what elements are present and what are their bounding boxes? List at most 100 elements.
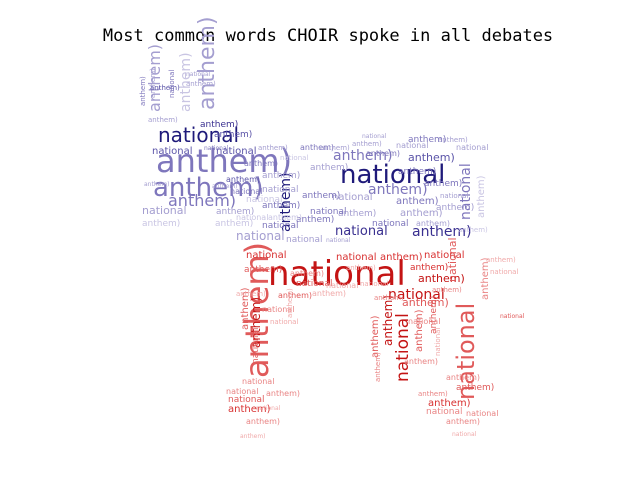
word-bottom-78: anthem) [418,272,465,285]
word-top-31: anthem) [296,215,334,225]
word-top-12: anthem) [142,219,180,229]
word-bottom-122: anthem) [374,352,382,382]
word-top-62: national [186,71,211,78]
word-top-51: national [456,143,488,152]
word-bottom-94: anthem) [414,309,425,352]
word-top-58: national [440,192,468,200]
word-top-23: national [332,192,373,203]
word-top-11: national [142,204,187,217]
word-bottom-121: national [500,313,525,320]
word-bottom-111: anthem) [404,357,438,366]
word-top-1: anthem) [153,173,264,203]
word-top-49: anthem) [244,159,278,168]
word-top-41: anthem) [436,203,474,213]
word-bottom-125: national [434,328,442,356]
word-top-29: anthem) [278,172,294,232]
word-top-45: anthem) [366,149,400,158]
word-top-15: anthem) [262,201,300,211]
word-top-67: national [204,145,229,152]
word-top-25: national [372,219,408,229]
word-top-19: anthem) [408,151,455,164]
word-top-18: anthem) [368,182,428,198]
word-top-8: anthem) [195,16,220,110]
word-bottom-117: anthem) [346,264,376,272]
word-top-52: anthem) [320,144,350,152]
word-bottom-77: national [388,287,445,303]
word-top-71: anthem) [458,226,488,234]
word-bottom-107: anthem) [456,383,494,393]
word-bottom-92: anthem) [381,295,395,346]
word-bottom-87: anthem) [278,291,312,300]
word-bottom-100: national [226,387,258,396]
word-bottom-112: national [408,317,440,326]
word-top-64: anthem) [139,76,147,106]
word-bottom-86: anthem) [244,265,282,275]
word-top-59: anthem) [416,219,450,228]
word-bottom-105: national [426,407,462,417]
word-bottom-119: anthem) [236,290,266,298]
word-top-70: national [326,237,351,244]
word-bottom-84: national [296,279,332,289]
word-top-50: anthem) [438,136,468,144]
word-top-3: anthem) [168,191,236,210]
word-top-34: national [286,235,322,245]
word-bottom-123: national [256,405,281,412]
word-top-30: national [262,221,298,231]
word-bottom-115: anthem) [486,256,516,264]
word-bottom-82: national [424,250,465,261]
word-bottom-76: national [393,313,413,382]
word-top-10: anthem) [178,52,194,112]
word-top-46: national [396,141,428,150]
word-top-7: anthem) [214,130,252,140]
word-bottom-97: anthem) [480,257,491,300]
word-top-66: anthem) [149,68,157,98]
word-top-55: anthem) [268,213,302,222]
word-bottom-74: anthem) [238,242,276,378]
word-bottom-81: anthem) [380,252,423,263]
word-top-17: anthem) [333,148,393,164]
word-top-44: anthem) [300,143,334,152]
word-top-60: anthem) [150,84,180,92]
word-top-6: anthem) [200,120,238,130]
word-bottom-108: national [466,409,498,418]
word-bottom-85: national [246,250,287,261]
word-top-65: national [168,70,176,98]
word-top-2: national [158,123,239,147]
word-top-39: national [262,185,298,195]
word-bottom-89: national [262,305,294,314]
word-top-16: national [340,160,445,190]
word-bottom-88: anthem) [290,269,324,278]
word-bottom-90: anthem) [249,297,263,348]
word-bottom-75: national [452,303,480,400]
word-bottom-96: national [446,237,459,282]
word-bottom-101: anthem) [246,417,280,426]
word-bottom-127: national [360,280,388,288]
word-bottom-113: anthem) [312,289,346,298]
word-bottom-91: anthem) [240,287,251,330]
word-bottom-98: national [228,395,264,405]
word-bottom-80: national [336,252,377,263]
word-top-47: anthem) [226,175,260,184]
word-bottom-114: national [326,281,358,290]
word-bottom-128: anthem) [418,390,448,398]
word-top-5: national [216,146,257,157]
word-bottom-109: anthem) [446,417,480,426]
word-bottom-73: national [268,254,406,294]
word-bottom-120: anthem) [432,286,462,294]
word-top-24: anthem) [338,209,376,219]
word-top-0: anthem) [156,142,292,180]
word-top-9: anthem) [145,44,164,112]
word-bottom-124: anthem) [286,288,294,318]
word-bottom-130: national [452,431,477,438]
word-top-22: anthem) [400,208,443,219]
word-bottom-110: national [251,328,261,364]
word-top-54: anthem) [258,144,288,152]
word-bottom-83: anthem) [410,263,448,273]
word-top-26: national [335,224,388,239]
word-top-33: national [310,207,346,217]
word-bottom-103: national [242,377,274,386]
word-top-68: anthem) [144,181,170,188]
word-bottom-106: anthem) [446,373,480,382]
word-bottom-95: anthem) [429,296,439,334]
